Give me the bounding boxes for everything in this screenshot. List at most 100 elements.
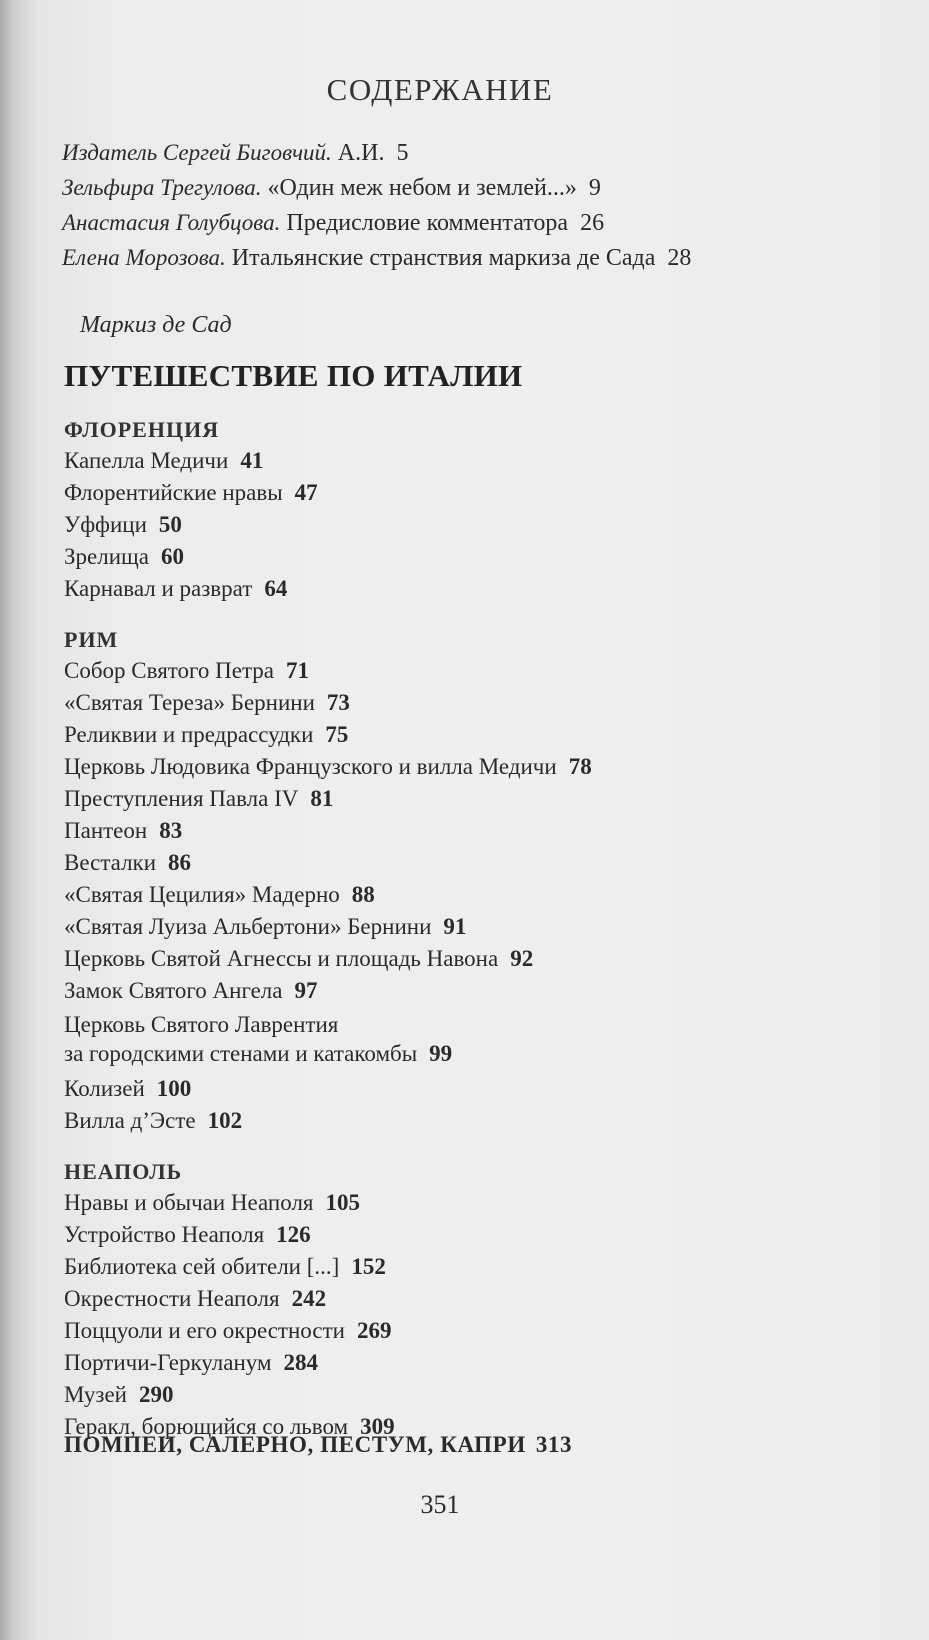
entry-title: Замок Святого Ангела xyxy=(64,978,283,1003)
sections-list: ФЛОРЕНЦИЯ Капелла Медичи 41 Флорентийские н… xyxy=(64,414,592,1462)
entry-title: Карнавал и разврат xyxy=(64,576,253,601)
entry-title: Зрелища xyxy=(64,544,149,569)
page-ref: 290 xyxy=(138,1382,174,1407)
toc-section: РИМ Собор Святого Петра 71 «Святая Тереза» … xyxy=(64,624,592,1137)
entry-title: «Святая Тереза» Бернини xyxy=(64,690,315,715)
entry-title: Пантеон xyxy=(64,818,148,843)
entry-title: Устройство Неаполя xyxy=(64,1222,265,1247)
page-ref: 28 xyxy=(667,245,692,271)
toc-entry: Замок Святого Ангела 97 xyxy=(64,975,592,1007)
page-ref: 86 xyxy=(168,850,192,875)
page-ref: 284 xyxy=(283,1350,319,1375)
toc-entry: Колизей 100 xyxy=(64,1073,592,1105)
toc-entry: Зрелища 60 xyxy=(64,541,592,573)
toc-entry: Церковь Святой Агнессы и площадь Навона 9… xyxy=(64,943,592,975)
page-ref: 5 xyxy=(396,140,409,166)
toc-entry: Преступления Павла IV 81 xyxy=(64,783,592,815)
page-ref: 152 xyxy=(351,1254,386,1279)
page-ref: 9 xyxy=(588,175,601,201)
page-ref: 26 xyxy=(580,210,605,236)
page-ref: 91 xyxy=(443,914,467,939)
entry-title: Окрестности Неаполя xyxy=(64,1286,280,1311)
intro-entry: Зельфира Трегулова. «Один меж небом и зе… xyxy=(62,175,691,210)
entry-title: Портичи-Геркуланум xyxy=(64,1350,272,1375)
toc-entry: Геракл, борющийся со львом 309 xyxy=(64,1411,592,1443)
toc-entry: «Святая Тереза» Бернини 73 xyxy=(64,687,592,719)
toc-entry: Церковь Людовика Французского и вилла Ме… xyxy=(64,751,592,783)
entry-title: Музей xyxy=(64,1382,127,1407)
entry-author: Зельфира Трегулова. xyxy=(62,175,262,200)
section-heading: ПОМПЕИ, САЛЕРНО, ПЕСТУМ, КАПРИ xyxy=(64,1432,526,1457)
page-ref: 92 xyxy=(510,946,534,971)
entry-title: Церковь Святого Лаврентия xyxy=(64,1012,339,1037)
page-ref: 60 xyxy=(160,544,184,569)
toc-entry: Библиотека сей обители [...] 152 xyxy=(64,1251,592,1283)
toc-entry: Пантеон 83 xyxy=(64,815,592,847)
toc-entry: Реликвии и предрассудки 75 xyxy=(64,719,592,751)
entry-title: А.И. xyxy=(337,140,385,166)
intro-entry: Анастасия Голубцова. Предисловие коммент… xyxy=(62,210,691,245)
entry-title-continued: за городскими стенами и катакомбы xyxy=(64,1041,418,1066)
entry-author: Анастасия Голубцова. xyxy=(62,210,281,235)
entry-title: Церковь Святой Агнессы и площадь Навона xyxy=(64,946,499,971)
entry-title: Колизей xyxy=(64,1076,145,1101)
page-ref: 64 xyxy=(264,576,288,601)
book-title: ПУТЕШЕСТВИЕ ПО ИТАЛИИ xyxy=(64,358,523,393)
intro-entry: Издатель Сергей Биговчий. А.И. 5 xyxy=(62,140,691,175)
page-ref: 71 xyxy=(286,658,309,683)
page-ref: 309 xyxy=(360,1414,395,1439)
toc-entry: Флорентийские нравы 47 xyxy=(64,477,592,509)
entry-title: «Святая Цецилия» Мадерно xyxy=(64,882,340,907)
entry-title: Геракл, борющийся со львом xyxy=(64,1414,349,1439)
page-title: СОДЕРЖАНИЕ xyxy=(326,72,554,107)
page-ref: 126 xyxy=(276,1222,311,1247)
section-heading: РИМ xyxy=(64,627,119,652)
toc-entry: Уффици 50 xyxy=(64,509,592,541)
entry-title: Поццуоли и его окрестности xyxy=(64,1318,345,1343)
entry-title: Предисловие комментатора xyxy=(286,210,569,236)
page-ref: 105 xyxy=(325,1190,361,1215)
toc-entry: Карнавал и разврат 64 xyxy=(64,573,592,605)
intro-list: Издатель Сергей Биговчий. А.И. 5 Зельфира … xyxy=(62,140,691,280)
entry-title: Реликвии и предрассудки xyxy=(64,722,314,747)
page-ref: 269 xyxy=(356,1318,392,1343)
entry-title: Уффици xyxy=(64,512,147,537)
page-ref: 102 xyxy=(207,1108,243,1133)
page-ref: 97 xyxy=(294,978,318,1003)
entry-title: Преступления Павла IV xyxy=(64,786,299,811)
page-ref: 99 xyxy=(429,1041,453,1066)
toc-entry: Устройство Неаполя 126 xyxy=(64,1219,592,1251)
toc-section: НЕАПОЛЬ Нравы и обычаи Неаполя 105 Устройст… xyxy=(64,1156,592,1443)
toc-section: ФЛОРЕНЦИЯ Капелла Медичи 41 Флорентийские н… xyxy=(64,414,592,605)
toc-entry: Нравы и обычаи Неаполя 105 xyxy=(64,1187,592,1219)
toc-entry: Вилла д’Эсте 102 xyxy=(64,1105,592,1137)
toc-entry: Весталки 86 xyxy=(64,847,592,879)
entry-title: Церковь Людовика Французского и вилла Ме… xyxy=(64,754,557,779)
entry-title: «Один меж небом и землей...» xyxy=(267,175,577,201)
page-ref: 75 xyxy=(325,722,349,747)
entry-title: Библиотека сей обители [...] xyxy=(64,1254,340,1279)
page-ref: 100 xyxy=(156,1076,192,1101)
toc-entry: Церковь Святого Лаврентия за городскими с… xyxy=(64,1010,592,1068)
toc-entry: Музей 290 xyxy=(64,1379,592,1411)
page-ref: 78 xyxy=(568,754,592,779)
entry-author: Издатель Сергей Биговчий. xyxy=(62,140,332,165)
toc-entry: Поццуоли и его окрестности 269 xyxy=(64,1315,592,1347)
entry-title: Капелла Медичи xyxy=(64,448,229,473)
final-section: ПОМПЕИ, САЛЕРНО, ПЕСТУМ, КАПРИ 313 xyxy=(64,1432,572,1458)
page-ref: 242 xyxy=(291,1286,327,1311)
toc-entry: «Святая Цецилия» Мадерно 88 xyxy=(64,879,592,911)
entry-title: Весталки xyxy=(64,850,157,875)
intro-entry: Елена Морозова. Итальянские странствия м… xyxy=(62,245,691,280)
toc-entry: Собор Святого Петра 71 xyxy=(64,655,592,687)
entry-author: Елена Морозова. xyxy=(62,245,226,270)
section-heading: ФЛОРЕНЦИЯ xyxy=(64,417,220,442)
page-ref: 73 xyxy=(326,690,350,715)
entry-title: Вилла д’Эсте xyxy=(64,1108,196,1133)
page-ref: 313 xyxy=(535,1432,573,1457)
entry-title: Итальянские странствия маркиза де Сада xyxy=(231,245,656,271)
toc-entry: Окрестности Неаполя 242 xyxy=(64,1283,592,1315)
page-ref: 88 xyxy=(351,882,375,907)
page-ref: 81 xyxy=(310,786,334,811)
toc-entry: «Святая Луиза Альбертони» Бернини 91 xyxy=(64,911,592,943)
